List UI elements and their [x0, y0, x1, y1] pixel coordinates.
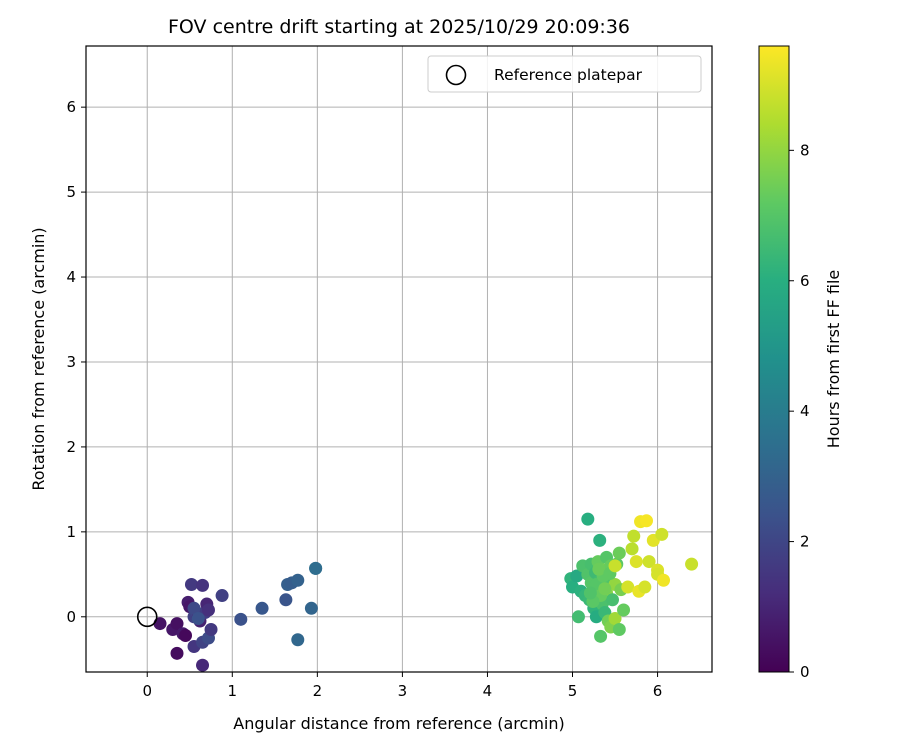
data-point: [201, 603, 215, 617]
data-point: [234, 612, 248, 626]
colorbar-tick-label: 4: [800, 402, 810, 420]
y-tick-label: 1: [66, 523, 76, 541]
data-point: [655, 527, 669, 541]
y-tick-label: 0: [66, 608, 76, 626]
x-tick-label: 1: [228, 682, 238, 700]
data-point: [196, 578, 210, 592]
data-point: [642, 555, 656, 569]
legend-box: [427, 55, 702, 93]
data-point: [170, 646, 184, 660]
colorbar-label: Hours from first FF file: [824, 270, 843, 449]
data-point: [291, 633, 305, 647]
y-tick-label: 4: [66, 268, 76, 286]
legend-marker: [445, 64, 467, 86]
colorbar: 0 2 4 6 8 Hours from first FF file: [758, 45, 843, 681]
colorbar-ticks: 0 2 4 6 8: [789, 141, 810, 681]
x-tick-label: 0: [142, 682, 152, 700]
data-point: [204, 623, 218, 637]
data-point: [593, 533, 607, 547]
data-point: [215, 589, 229, 603]
data-point: [592, 562, 606, 576]
x-axis-label: Angular distance from reference (arcmin): [233, 714, 564, 733]
reference-platepar-marker: [136, 606, 158, 628]
colorbar-tick-label: 2: [800, 533, 810, 551]
data-point: [605, 593, 619, 607]
data-point: [638, 580, 652, 594]
colorbar-gradient: [758, 45, 790, 673]
grid: [86, 46, 712, 672]
chart-title: FOV centre drift starting at 2025/10/29 …: [168, 16, 630, 38]
y-axis-label: Rotation from reference (arcmin): [29, 227, 48, 490]
data-point: [612, 623, 626, 637]
data-point: [153, 617, 167, 631]
y-tick-label: 6: [66, 98, 76, 116]
plot-frame: [85, 45, 713, 673]
data-point: [179, 628, 193, 642]
x-tick-label: 3: [398, 682, 408, 700]
data-point: [608, 611, 622, 625]
colorbar-tick-label: 8: [800, 141, 810, 159]
data-point: [196, 658, 210, 672]
data-point: [629, 555, 643, 569]
x-tick-label: 6: [653, 682, 663, 700]
data-point: [581, 512, 595, 526]
legend: Reference platepar: [427, 55, 702, 93]
data-point: [598, 582, 612, 596]
data-point: [184, 578, 198, 592]
x-tick-label: 5: [568, 682, 578, 700]
data-point: [640, 514, 654, 528]
data-point: [309, 561, 323, 575]
data-point: [191, 611, 205, 625]
data-point: [304, 601, 318, 615]
data-point: [279, 593, 293, 607]
x-tick-label: 4: [483, 682, 493, 700]
data-point: [187, 601, 201, 615]
legend-entry: Reference platepar: [494, 66, 643, 84]
x-tick-label: 2: [313, 682, 323, 700]
data-point: [583, 586, 597, 600]
data-point: [617, 603, 631, 617]
scatter-points: [153, 512, 699, 672]
data-point: [657, 573, 671, 587]
data-point: [625, 542, 639, 556]
data-point: [291, 573, 305, 587]
data-point: [571, 610, 585, 624]
data-point: [608, 559, 622, 573]
colorbar-tick-label: 6: [800, 272, 810, 290]
data-point: [594, 629, 608, 643]
colorbar-tick-label: 0: [800, 663, 810, 681]
y-tick-label: 2: [66, 438, 76, 456]
y-tick-label: 3: [66, 353, 76, 371]
data-point: [570, 569, 584, 583]
data-point: [627, 529, 641, 543]
y-axis-ticks: 0 1 2 3 4 5 6: [66, 98, 86, 626]
data-point: [685, 557, 699, 571]
data-point: [255, 601, 269, 615]
data-point: [621, 580, 635, 594]
data-point: [612, 546, 626, 560]
y-tick-label: 5: [66, 183, 76, 201]
data-point: [170, 617, 184, 631]
x-axis-ticks: 0 1 2 3 4 5 6: [142, 672, 662, 700]
